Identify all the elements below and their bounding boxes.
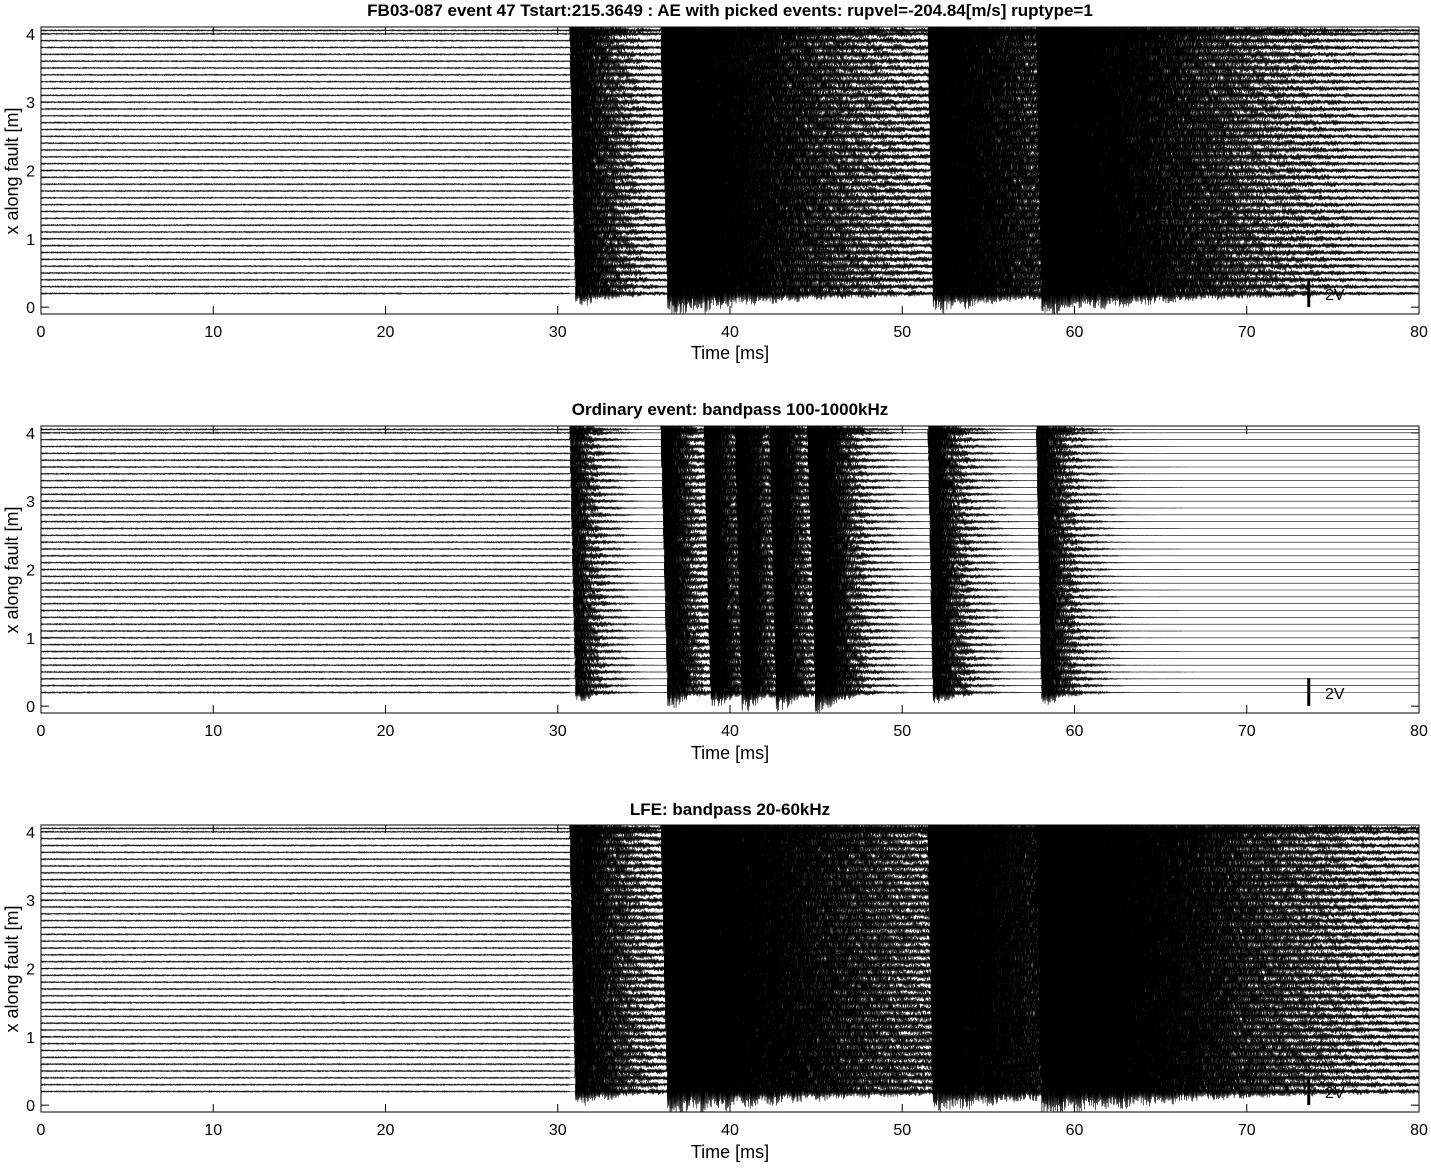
y-tick-label: 1 [26, 232, 35, 249]
y-tick-label: 2 [26, 164, 35, 181]
y-tick-label: 2 [26, 563, 35, 580]
y-tick-label: 4 [26, 426, 35, 443]
x-tick-label: 60 [1066, 723, 1084, 740]
y-tick-label: 3 [26, 95, 35, 112]
panel-ordinary-plot: 0 10 20 30 40 50 60 70 80 0 1 2 3 4 [26, 399, 1428, 740]
y-tick-label: 0 [26, 300, 35, 317]
x-tick-label: 40 [721, 324, 739, 341]
panel-lfe-ylabel: x along fault [m] [2, 905, 22, 1032]
x-tick-label: 70 [1238, 324, 1256, 341]
x-tick-label: 10 [204, 723, 222, 740]
y-tick-label: 3 [26, 494, 35, 511]
x-tick-label: 80 [1410, 723, 1428, 740]
panel-ae-title: FB03-087 event 47 Tstart:215.3649 : AE w… [367, 1, 1093, 20]
panel-ordinary-title: Ordinary event: bandpass 100-1000kHz [572, 400, 889, 419]
x-tick-label: 60 [1066, 1122, 1084, 1139]
y-tick-label: 0 [26, 699, 35, 716]
panel-ae-scale-label: 2V [1325, 287, 1345, 304]
x-tick-label: 40 [721, 1122, 739, 1139]
y-tick-label: 1 [26, 631, 35, 648]
y-tick-label: 1 [26, 1030, 35, 1047]
panel-lfe-title: LFE: bandpass 20-60kHz [630, 800, 830, 819]
panel-lfe-plot: 0 10 20 30 40 50 60 70 80 0 1 2 3 4 [26, 798, 1428, 1139]
panel-ae-xlabel: Time [ms] [691, 343, 769, 363]
y-tick-label: 3 [26, 893, 35, 910]
x-tick-label: 70 [1238, 1122, 1256, 1139]
x-tick-label: 80 [1410, 324, 1428, 341]
x-tick-label: 0 [37, 1122, 46, 1139]
y-tick-label: 4 [26, 825, 35, 842]
panel-lfe-traces [41, 798, 1419, 1117]
x-tick-label: 20 [377, 723, 395, 740]
y-tick-label: 0 [26, 1098, 35, 1115]
panel-ordinary-xlabel: Time [ms] [691, 743, 769, 763]
x-tick-label: 10 [204, 1122, 222, 1139]
x-tick-label: 30 [549, 324, 567, 341]
x-tick-label: 30 [549, 1122, 567, 1139]
x-tick-label: 50 [893, 324, 911, 341]
panel-ordinary-ylabel: x along fault [m] [2, 506, 22, 633]
x-tick-label: 20 [377, 1122, 395, 1139]
x-tick-label: 40 [721, 723, 739, 740]
x-tick-label: 50 [893, 1122, 911, 1139]
x-tick-label: 30 [549, 723, 567, 740]
x-tick-label: 80 [1410, 1122, 1428, 1139]
panel-ordinary-scale-label: 2V [1325, 686, 1345, 703]
x-tick-label: 70 [1238, 723, 1256, 740]
panel-ae-traces [41, 4, 1419, 318]
x-tick-label: 60 [1066, 324, 1084, 341]
x-tick-label: 50 [893, 723, 911, 740]
x-tick-label: 20 [377, 324, 395, 341]
panel-ae-plot: 0 10 20 30 40 50 60 70 80 0 1 2 3 4 [26, 4, 1428, 341]
x-tick-label: 0 [37, 723, 46, 740]
panel-ae-ylabel: x along fault [m] [2, 107, 22, 234]
panel-ordinary-traces [41, 399, 1419, 713]
panel-lfe-xlabel: Time [ms] [691, 1142, 769, 1162]
y-tick-label: 4 [26, 27, 35, 44]
y-tick-label: 2 [26, 962, 35, 979]
x-tick-label: 0 [37, 324, 46, 341]
x-tick-label: 10 [204, 324, 222, 341]
